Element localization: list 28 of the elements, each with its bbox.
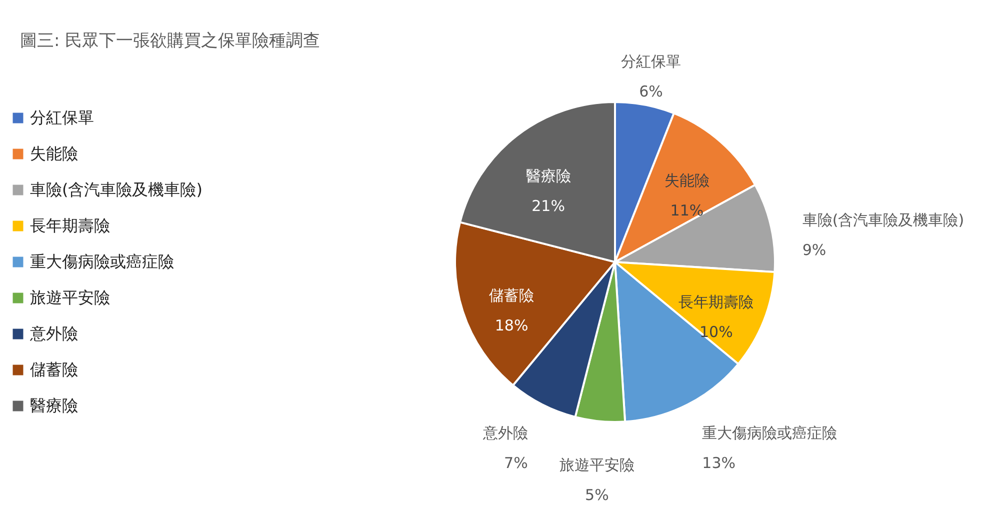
slice-label: 旅遊平安險 [559,456,634,474]
legend-label: 分紅保單 [30,108,94,127]
slice-label: 長年期壽險 [678,293,754,312]
legend-label: 長年期壽險 [30,216,110,235]
data-label: 9% [802,241,826,260]
slice-label: 重大傷病險或癌症險 [702,424,838,442]
legend-label: 車險(含汽車險及機車險) [30,180,202,199]
legend-label: 重大傷病險或癌症險 [30,252,174,271]
data-label: 5% [585,486,609,504]
data-label: 13% [702,454,736,472]
legend-label: 旅遊平安險 [30,288,110,307]
data-label: 21% [532,197,565,216]
slice-label: 儲蓄險 [489,286,534,305]
slice-label: 分紅保單 [620,52,681,70]
legend-label: 儲蓄險 [30,360,78,379]
data-label: 18% [494,316,528,335]
slice-label: 醫療險 [526,167,571,186]
data-label: 11% [670,201,704,220]
slice-label: 意外險 [482,424,528,442]
data-label: 10% [699,323,733,342]
slice-label: 失能險 [664,171,710,190]
legend-label: 失能險 [30,144,78,163]
chart-title: 圖三: 民眾下一張欲購買之保單險種調查 [20,31,320,51]
legend-label: 意外險 [29,324,78,343]
slice-label: 車險(含汽車險及機車險) [802,211,964,230]
legend-label: 醫療險 [30,396,78,415]
data-label: 7% [504,454,528,472]
data-label: 6% [639,82,663,100]
